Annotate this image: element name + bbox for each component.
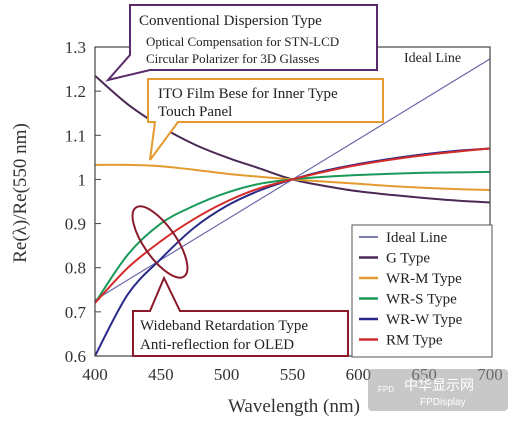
x-tick-label: 400 xyxy=(82,365,108,384)
y-tick-label: 0.8 xyxy=(65,259,86,278)
ideal-line-label: Ideal Line xyxy=(404,51,461,66)
legend-label-rm-type: RM Type xyxy=(386,333,443,349)
wideband-highlight-ellipse xyxy=(131,205,189,279)
watermark-sub: FPDisplay xyxy=(420,397,466,408)
ito-callout-box xyxy=(147,78,384,161)
y-tick-label: 0.7 xyxy=(65,303,87,322)
series-line-wr-m-type xyxy=(95,163,490,191)
y-tick-label: 0.6 xyxy=(65,347,86,366)
ito-line1: Touch Panel xyxy=(158,104,232,120)
watermark-badge xyxy=(374,376,398,398)
legend: Ideal Line G Type WR-M Type WR-S Type WR-W T… xyxy=(351,224,493,358)
y-tick-label: 1.2 xyxy=(65,82,86,101)
x-tick-label: 600 xyxy=(346,365,372,384)
watermark-text: 中华显示网 xyxy=(404,377,474,393)
conventional-title: Conventional Dispersion Type xyxy=(139,13,322,29)
legend-label-wr-s-type: WR-S Type xyxy=(386,292,457,308)
ito-title: ITO Film Bese for Inner Type xyxy=(158,86,338,102)
wideband-callout-box xyxy=(132,275,349,357)
y-axis-title: Re(λ)/Re(550 nm) xyxy=(10,123,31,263)
conventional-callout: Conventional Dispersion Type Optical Com… xyxy=(105,4,378,82)
conventional-line2: Circular Polarizer for 3D Glasses xyxy=(146,51,319,66)
conventional-line1: Optical Compensation for STN-LCD xyxy=(146,34,339,49)
series-line-rm-type xyxy=(95,147,490,304)
conventional-callout-box xyxy=(105,4,378,82)
legend-label-wr-w-type: WR-W Type xyxy=(386,312,463,328)
y-tick-label: 1.1 xyxy=(65,126,86,145)
watermark-badge-text: FPD xyxy=(378,385,394,394)
legend-label-g-type: G Type xyxy=(386,251,430,267)
legend-label-wr-m-type: WR-M Type xyxy=(386,271,462,287)
legend-label-ideal-line: Ideal Line xyxy=(386,230,448,246)
legend-box xyxy=(351,224,493,358)
wideband-line1: Anti-reflection for OLED xyxy=(140,337,294,353)
ito-callout: ITO Film Bese for Inner Type Touch Panel xyxy=(147,78,384,161)
y-tick-label: 0.9 xyxy=(65,215,86,234)
x-tick-label: 500 xyxy=(214,365,240,384)
x-tick-label: 550 xyxy=(280,365,306,384)
watermark: FPD 中华显示网 FPDisplay xyxy=(368,369,508,411)
wideband-callout: Wideband Retardation Type Anti-reflectio… xyxy=(132,275,349,357)
watermark-bg xyxy=(368,369,508,411)
x-tick-label: 450 xyxy=(148,365,174,384)
wideband-title: Wideband Retardation Type xyxy=(140,318,308,334)
y-tick-label: 1.3 xyxy=(65,38,86,57)
y-tick-label: 1 xyxy=(78,170,87,189)
x-axis-title: Wavelength (nm) xyxy=(228,396,360,417)
